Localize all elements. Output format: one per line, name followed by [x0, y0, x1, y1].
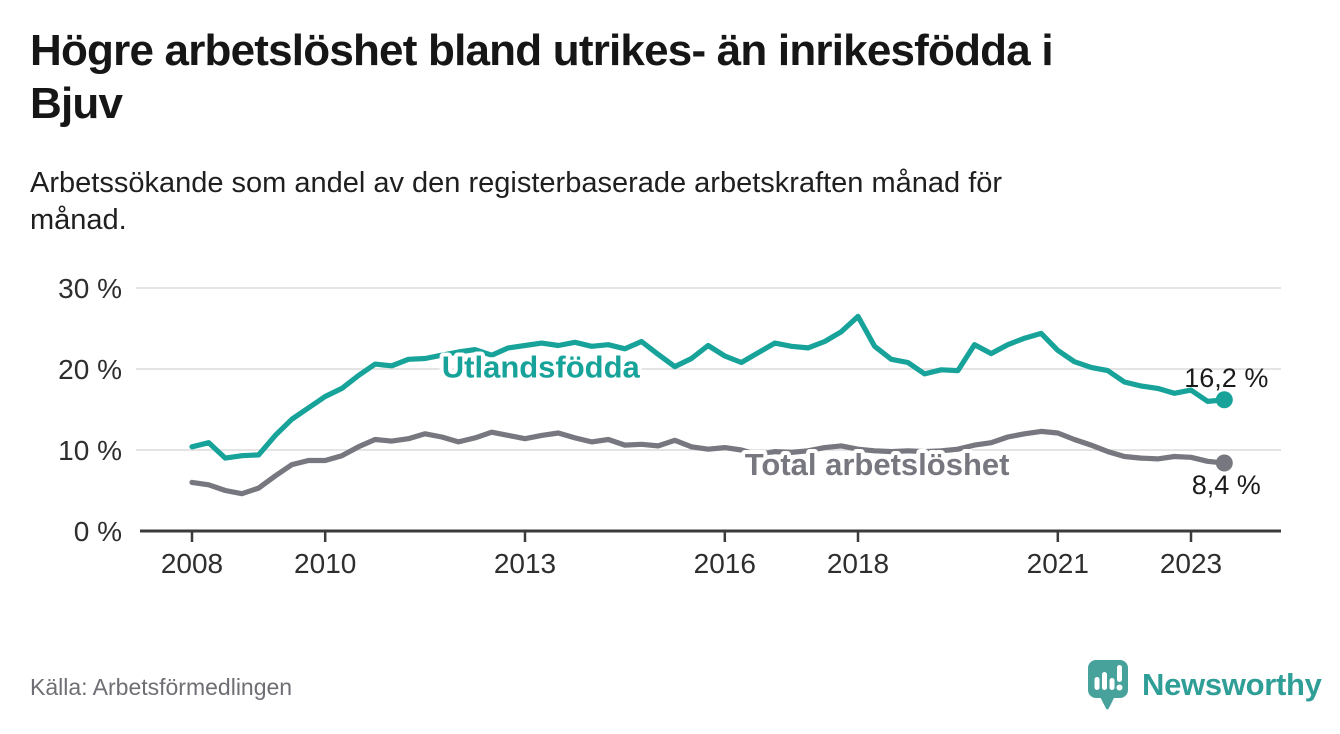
- end-value-label-total: 8,4 %: [1192, 470, 1261, 500]
- source-note: Källa: Arbetsförmedlingen: [30, 674, 293, 700]
- x-axis-tick-label: 2008: [161, 548, 223, 579]
- x-axis-tick-label: 2016: [694, 548, 756, 579]
- series-name-label-utlandsfodda: Utlandsfödda: [442, 350, 641, 385]
- chart-series: [189, 313, 1233, 497]
- page-title: Högre arbetslöshet bland utrikes- än inr…: [30, 24, 1310, 130]
- y-axis-tick-label: 10 %: [58, 435, 122, 466]
- y-axis-tick-label: 30 %: [58, 273, 122, 304]
- newsworthy-logo-icon: [1088, 660, 1128, 710]
- x-axis-tick-label: 2010: [294, 548, 356, 579]
- title-line-2: Bjuv: [30, 79, 123, 128]
- logo-exclamation-bar-icon: [1117, 665, 1122, 682]
- chart-gridlines: 30 % 20 % 10 % 0 %: [58, 273, 1281, 547]
- logo-bar-icon: [1102, 672, 1107, 690]
- series-line-total: [189, 428, 1227, 497]
- logo-bar-icon: [1109, 678, 1115, 690]
- x-axis-tick-label: 2023: [1160, 548, 1222, 579]
- subtitle-line-1: Arbetssökande som andel av den registerb…: [30, 167, 1003, 199]
- series-end-dot-total: [1215, 454, 1233, 472]
- series-name-label-total: Total arbetslöshet: [745, 447, 1010, 482]
- logo-bar-icon: [1094, 677, 1100, 690]
- logo-exclamation-dot-icon: [1116, 684, 1123, 691]
- newsworthy-logo: Newsworthy: [1086, 658, 1322, 712]
- brand-name: Newsworthy: [1142, 667, 1322, 702]
- y-axis-tick-label: 0 %: [74, 516, 122, 547]
- chart-axes: 2008 2010 2013 2016 2018 2021 2023: [140, 529, 1281, 579]
- chart-labels: 16,2 % 8,4 % Utlandsfödda Total arbetslöshe…: [438, 346, 1269, 500]
- chart-subtitle: Arbetssökande som andel av den registerb…: [30, 165, 1310, 239]
- title-line-1: Högre arbetslöshet bland utrikes- än inr…: [30, 26, 1054, 75]
- series-end-dot-utlandsfodda: [1215, 391, 1233, 409]
- subtitle-line-2: månad.: [30, 204, 127, 236]
- x-axis-tick-label: 2013: [494, 548, 556, 579]
- logo-bubble-shape: [1088, 660, 1128, 710]
- x-axis-tick-label: 2021: [1027, 548, 1089, 579]
- series-line-utlandsfodda: [189, 313, 1227, 461]
- x-axis-tick-label: 2018: [827, 548, 889, 579]
- end-value-label-utlandsfodda: 16,2 %: [1184, 363, 1268, 393]
- y-axis-tick-label: 20 %: [58, 354, 122, 385]
